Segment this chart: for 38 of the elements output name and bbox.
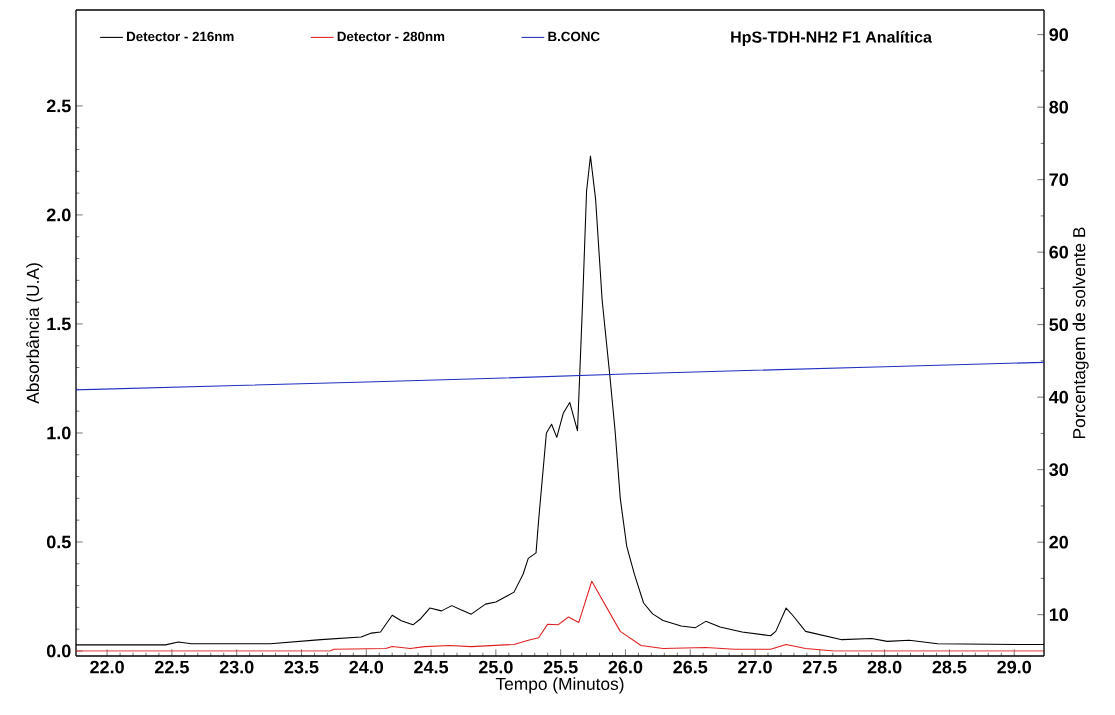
- x-tick-label: 23.0: [219, 660, 254, 674]
- y2-tick-label: 20: [1049, 535, 1069, 549]
- x-tick-label: 27.5: [802, 660, 837, 674]
- x-tick-label: 29.0: [997, 660, 1031, 674]
- y2-tick-label: 90: [1049, 28, 1069, 41]
- x-tick-label: 25.0: [478, 660, 513, 674]
- y-tick-label: 0.5: [46, 535, 71, 549]
- x-tick-label: 23.5: [284, 660, 319, 674]
- y-axis-title: Absorbância (U.A): [26, 263, 43, 404]
- x-tick-label: 24.5: [414, 660, 449, 674]
- x-tick-label: 28.0: [867, 660, 902, 674]
- y-tick-label: 1.5: [47, 317, 71, 331]
- x-tick-label: 22.5: [155, 660, 189, 674]
- x-tick-label: 27.0: [738, 660, 772, 674]
- line-series: [76, 361, 1045, 391]
- y2-tick-label: 30: [1049, 463, 1069, 477]
- x-tick-label: 28.5: [932, 660, 967, 674]
- x-tick-label: 25.5: [543, 660, 578, 674]
- y2-tick-label: 40: [1049, 390, 1069, 404]
- x-tick-label: 22.0: [90, 660, 124, 674]
- y2-tick-label: 10: [1049, 608, 1069, 622]
- x-axis-title: Tempo (Minutos): [495, 677, 624, 694]
- y2-axis-title: Porcentagem de solvente B: [1072, 227, 1089, 439]
- y-tick-label: 2.5: [46, 99, 71, 113]
- y2-tick-label: 80: [1049, 100, 1069, 114]
- y-tick-label: 1.0: [47, 426, 71, 440]
- legend-label: B.CONC: [548, 31, 600, 42]
- y-tick-label: 2.0: [46, 208, 71, 222]
- y2-tick-label: 70: [1049, 173, 1069, 187]
- x-tick-label: 26.5: [673, 660, 708, 674]
- legend-label: Detector - 280nm: [337, 31, 445, 42]
- text: HpS-TDH-NH2 F1 Analítica: [731, 30, 933, 46]
- x-tick-label: 24.0: [349, 660, 384, 674]
- y2-tick-label: 60: [1049, 245, 1069, 259]
- y-tick-label: 0.0: [46, 644, 71, 658]
- legend-label: Detector - 216nm: [127, 31, 234, 42]
- x-tick-label: 26.0: [608, 660, 643, 674]
- y2-tick-label: 50: [1049, 318, 1069, 332]
